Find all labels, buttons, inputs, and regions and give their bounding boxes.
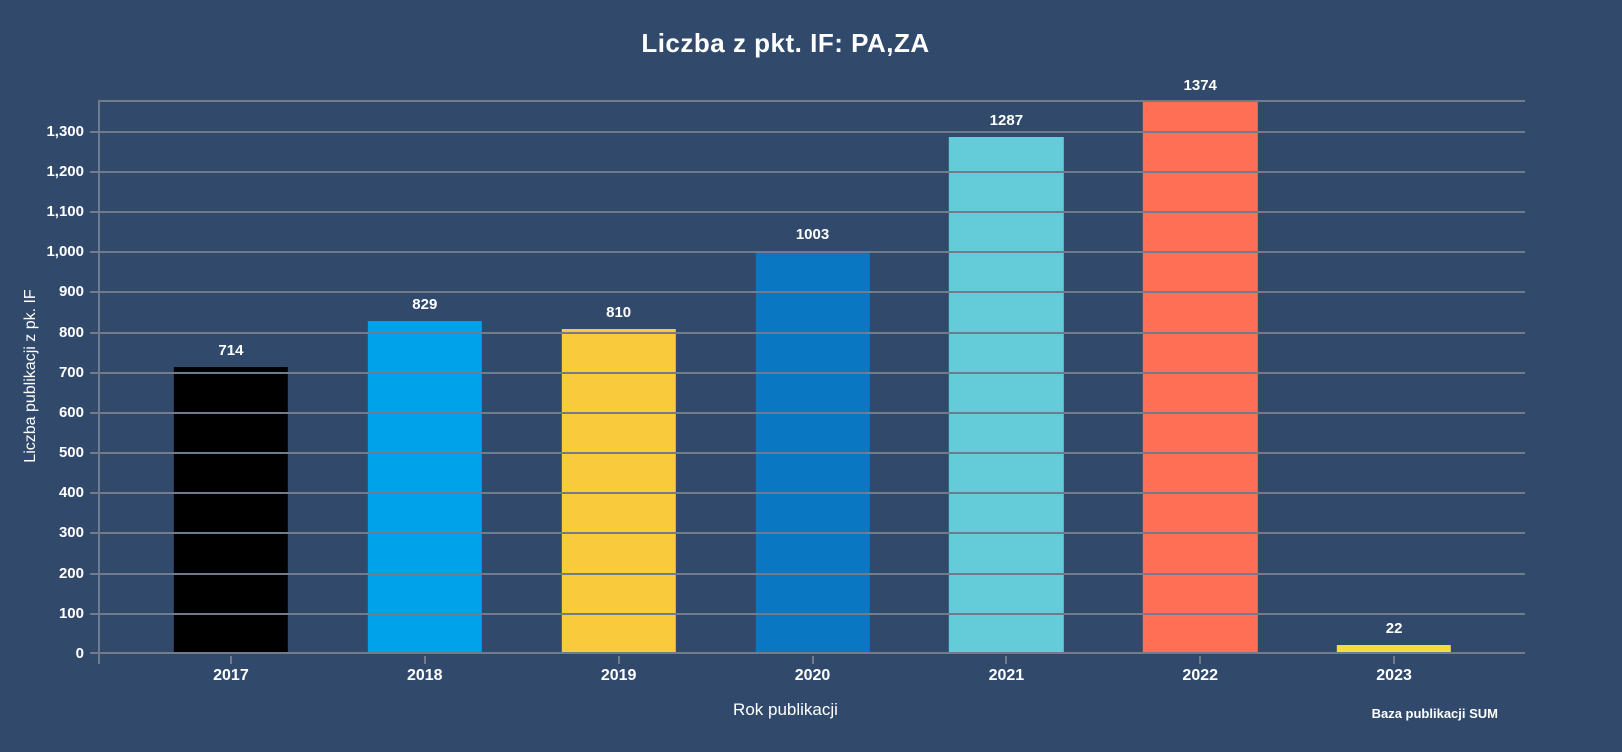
gridline: [100, 371, 1525, 374]
bar-2019[interactable]: [561, 329, 676, 654]
x-axis-title: Rok publikacji: [733, 700, 838, 719]
x-tick-label-2021: 2021: [988, 667, 1025, 684]
bar-value-label: 1287: [989, 112, 1024, 129]
y-axis-tick: [90, 532, 98, 535]
chart-title: Liczba z pkt. IF: PA,ZA: [641, 28, 930, 58]
x-tick-label-2020: 2020: [794, 667, 831, 684]
bar-value-label: 810: [606, 304, 632, 321]
x-axis-tick: [1005, 656, 1008, 664]
bar-value-label: 1374: [1183, 77, 1217, 94]
y-tick-label: 400: [58, 484, 84, 502]
y-tick-label: 800: [58, 323, 84, 341]
bar-2022[interactable]: [1143, 102, 1258, 654]
bars-row: 714 2017 829 2018 810 2019 1003 2020 1287 2021 137…: [100, 77, 1525, 684]
bar-2017[interactable]: [173, 367, 289, 654]
y-axis-tick: [90, 211, 98, 214]
y-tick-label: 500: [58, 444, 84, 462]
x-tick-label-2019: 2019: [600, 667, 637, 684]
x-tick-label-2018: 2018: [406, 667, 443, 684]
gridline: [100, 211, 1525, 214]
y-axis-tick: [90, 331, 98, 334]
bar-slot: 714 2017: [134, 102, 328, 684]
bar-value-label: 22: [1385, 620, 1403, 637]
x-axis-tick: [811, 656, 814, 664]
y-tick-label: 900: [58, 283, 84, 301]
bar-slot: 1003 2020: [716, 102, 910, 684]
x-axis-tick: [1199, 656, 1202, 664]
y-axis-tick: [90, 411, 98, 414]
bar-slot: 22 2023: [1297, 102, 1491, 684]
y-tick-label: 300: [58, 524, 84, 542]
gridline: [100, 291, 1525, 294]
x-tick-label-2022: 2022: [1182, 667, 1219, 684]
y-tick-label: 1,000: [46, 243, 84, 261]
y-axis-tick: [90, 612, 98, 615]
gridline: [100, 331, 1525, 334]
gridline: [100, 452, 1525, 455]
plot-area: 714 2017 829 2018 810 2019 1003 2020 1287 2021 137…: [46, 77, 1525, 684]
y-tick-label: 100: [58, 604, 84, 622]
y-axis-tick: [90, 130, 98, 133]
gridline: [100, 170, 1525, 173]
bar-slot: 810 2019: [522, 102, 716, 684]
y-tick-label: 1,200: [46, 162, 84, 180]
gridline: [100, 652, 1525, 654]
y-axis-tick: [90, 291, 98, 294]
bar-2021[interactable]: [949, 137, 1064, 654]
y-axis-tick: [90, 371, 98, 374]
y-tick-label: 1,300: [46, 122, 84, 140]
x-axis-tick: [1393, 656, 1396, 664]
bar-value-label: 714: [218, 342, 244, 359]
bar-2023[interactable]: [1336, 645, 1452, 654]
data-source-label: Baza publikacji SUM: [1371, 706, 1498, 721]
gridline: [100, 130, 1525, 133]
bar-value-label: 829: [412, 296, 438, 313]
x-axis-tick: [423, 656, 426, 664]
y-tick-label: 1,100: [46, 203, 84, 221]
y-axis-tick: [90, 492, 98, 495]
gridline: [100, 572, 1525, 575]
y-axis-tick: [90, 452, 98, 455]
bar-slot: 1374 2022: [1103, 77, 1297, 684]
y-axis-tick: [90, 251, 98, 254]
x-axis-tick: [229, 656, 232, 664]
gridline: [100, 411, 1525, 414]
y-tick-label: 0: [75, 645, 84, 662]
x-tick-label-2023: 2023: [1376, 667, 1412, 684]
y-tick-label: 700: [58, 363, 84, 381]
gridline: [100, 251, 1525, 254]
gridline: [100, 532, 1525, 535]
y-tick-label: 200: [58, 564, 84, 582]
y-axis-tick: [90, 572, 98, 575]
y-axis-line-extension: [98, 654, 100, 664]
y-axis-tick: [90, 652, 98, 654]
bar-slot: 1287 2021: [909, 102, 1103, 684]
gridline: [100, 612, 1525, 615]
bar-2018[interactable]: [367, 321, 482, 654]
bar-value-label: 1003: [795, 226, 830, 243]
x-tick-label-2017: 2017: [213, 667, 249, 684]
x-axis-tick: [617, 656, 620, 664]
gridline: [100, 492, 1525, 495]
y-tick-label: 600: [58, 403, 84, 421]
bar-slot: 829 2018: [328, 102, 522, 684]
y-axis-title: Liczba publikacji z pk. IF: [22, 289, 39, 463]
y-axis-tick: [90, 170, 98, 173]
